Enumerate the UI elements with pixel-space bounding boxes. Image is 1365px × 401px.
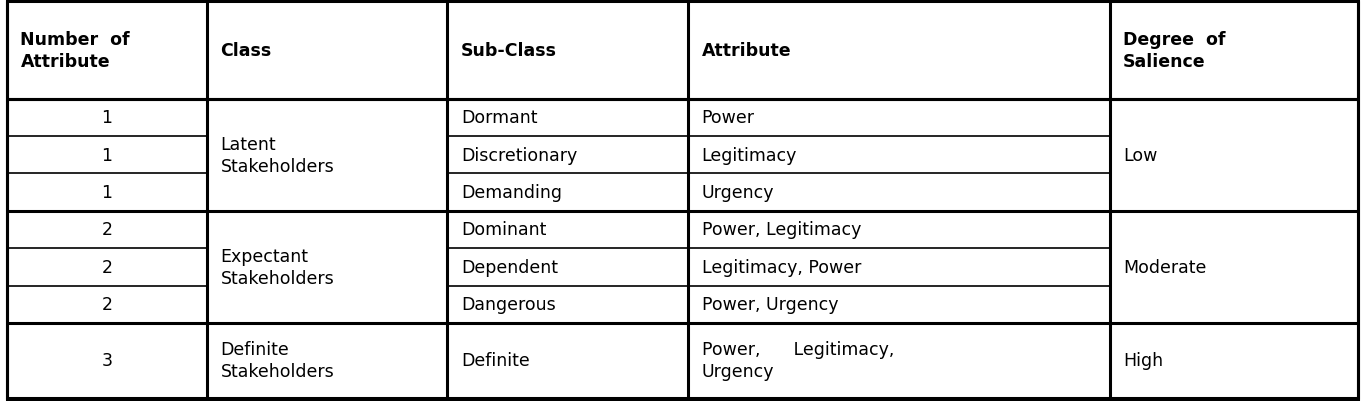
Text: Power,      Legitimacy,
Urgency: Power, Legitimacy, Urgency (702, 340, 894, 381)
Text: 3: 3 (101, 352, 112, 369)
Bar (1110, 2, 1358, 99)
Text: Legitimacy: Legitimacy (702, 146, 797, 164)
Text: 2: 2 (101, 221, 112, 239)
Bar (207, 211, 448, 249)
Bar (7, 2, 207, 99)
Bar (448, 2, 688, 99)
Text: Definite: Definite (461, 352, 530, 369)
Text: Dangerous: Dangerous (461, 296, 556, 314)
Text: Definite
Stakeholders: Definite Stakeholders (221, 340, 334, 381)
Bar (1110, 286, 1358, 323)
Bar (1110, 174, 1358, 211)
Bar (688, 174, 1110, 211)
Bar (688, 211, 1110, 249)
Text: Dominant: Dominant (461, 221, 546, 239)
Bar (7, 174, 207, 211)
Bar (448, 323, 688, 398)
Text: Demanding: Demanding (461, 184, 562, 202)
Bar (448, 137, 688, 174)
Bar (207, 137, 448, 174)
Bar (1110, 99, 1358, 137)
Bar (207, 99, 448, 137)
Text: Legitimacy, Power: Legitimacy, Power (702, 258, 861, 276)
Bar (1110, 211, 1358, 249)
Text: 2: 2 (101, 296, 112, 314)
Text: Number  of
Attribute: Number of Attribute (20, 30, 130, 71)
Bar (1110, 249, 1358, 286)
Text: 2: 2 (101, 258, 112, 276)
Bar (207, 249, 448, 286)
Text: Dependent: Dependent (461, 258, 558, 276)
Text: Attribute: Attribute (702, 42, 792, 60)
Text: Dormant: Dormant (461, 109, 538, 127)
Bar (1110, 323, 1358, 398)
Text: Urgency: Urgency (702, 184, 774, 202)
Text: Moderate: Moderate (1123, 258, 1207, 276)
Text: Degree  of
Salience: Degree of Salience (1123, 30, 1226, 71)
Bar (688, 323, 1110, 398)
Bar (688, 2, 1110, 99)
Text: Power, Urgency: Power, Urgency (702, 296, 838, 314)
Bar (207, 286, 448, 323)
Bar (448, 99, 688, 137)
Bar (688, 99, 1110, 137)
Bar (688, 249, 1110, 286)
Bar (7, 211, 207, 249)
Bar (448, 211, 688, 249)
Text: High: High (1123, 352, 1163, 369)
Text: Class: Class (221, 42, 272, 60)
Text: 1: 1 (101, 146, 112, 164)
Bar (7, 323, 207, 398)
Bar (207, 2, 448, 99)
Bar (448, 286, 688, 323)
Bar (1110, 137, 1358, 174)
Bar (448, 174, 688, 211)
Text: 1: 1 (101, 109, 112, 127)
Text: 1: 1 (101, 184, 112, 202)
Text: Low: Low (1123, 146, 1158, 164)
Bar (7, 286, 207, 323)
Text: Expectant
Stakeholders: Expectant Stakeholders (221, 247, 334, 287)
Bar (207, 323, 448, 398)
Text: Power: Power (702, 109, 755, 127)
Bar (688, 286, 1110, 323)
Text: Latent
Stakeholders: Latent Stakeholders (221, 135, 334, 175)
Text: Power, Legitimacy: Power, Legitimacy (702, 221, 861, 239)
Bar (7, 249, 207, 286)
Bar (207, 174, 448, 211)
Bar (7, 99, 207, 137)
Bar (688, 137, 1110, 174)
Text: Discretionary: Discretionary (461, 146, 577, 164)
Bar (7, 137, 207, 174)
Bar (448, 249, 688, 286)
Text: Sub-Class: Sub-Class (461, 42, 557, 60)
